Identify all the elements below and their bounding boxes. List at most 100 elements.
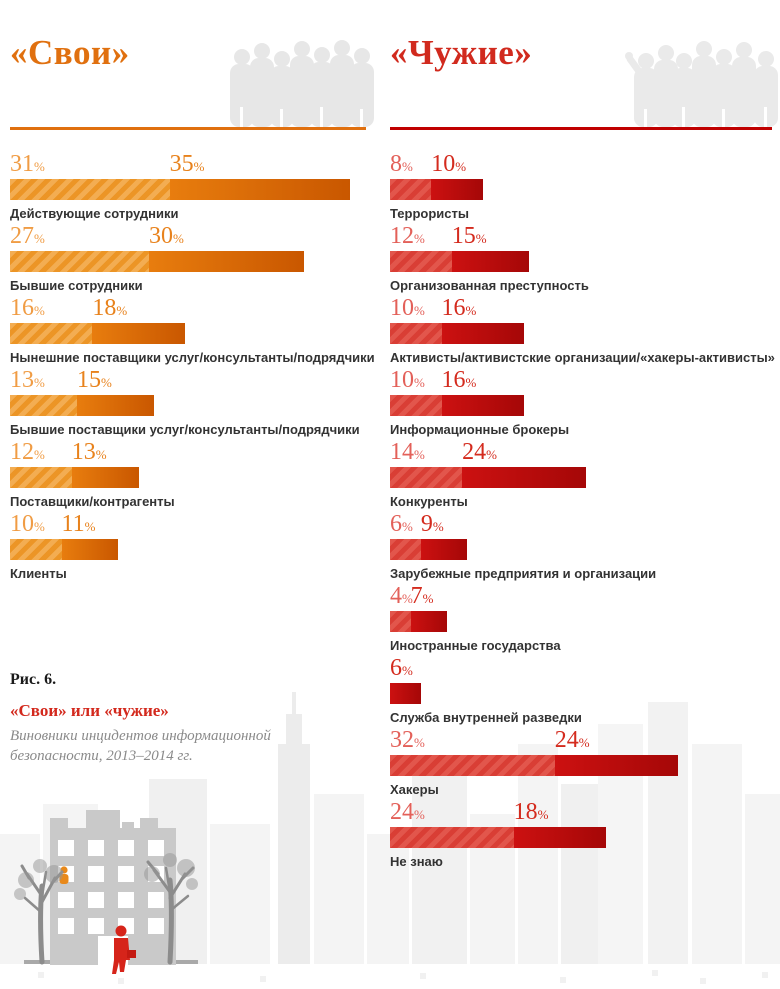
stacked-bar bbox=[390, 179, 772, 200]
bar-row: 6% Служба внутренней разведки bbox=[390, 655, 772, 727]
bar-segment-2013 bbox=[390, 611, 411, 632]
category-label: Нынешние поставщики услуг/консультанты/п… bbox=[10, 350, 375, 365]
percent-sign: % bbox=[34, 519, 45, 534]
bar-row: 16% 18% Нынешние поставщики услуг/консульт… bbox=[10, 295, 375, 367]
category-label: Поставщики/контрагенты bbox=[10, 494, 175, 509]
category-label: Бывшие поставщики услуг/консультанты/под… bbox=[10, 422, 360, 437]
value-label-2014: 9% bbox=[420, 511, 444, 537]
value-label-2013: 27% bbox=[10, 223, 45, 249]
percent-sign: % bbox=[193, 159, 205, 174]
bar-segment-2013 bbox=[10, 179, 170, 200]
stacked-bar bbox=[390, 467, 772, 488]
bar-segment-2013 bbox=[390, 539, 421, 560]
value-labels: 6% 9% bbox=[390, 511, 772, 537]
stacked-bar bbox=[10, 395, 366, 416]
chart-rule bbox=[10, 127, 366, 130]
percent-sign: % bbox=[34, 447, 45, 462]
percent-sign: % bbox=[465, 375, 477, 390]
value-labels: 14% 24% bbox=[390, 439, 772, 465]
bar-segment-2014 bbox=[169, 179, 350, 200]
value-label-2013: 13% bbox=[10, 367, 45, 393]
value-label-2014: 24% bbox=[462, 439, 497, 465]
bar-rows: 31% 35% Действующие сотрудники 27% 30% Бывшие… bbox=[10, 151, 375, 583]
value-label-2013: 8% bbox=[390, 151, 413, 177]
stacked-bar bbox=[10, 467, 366, 488]
value-label-2013: 12% bbox=[10, 439, 45, 465]
stacked-bar bbox=[10, 179, 366, 200]
percent-sign: % bbox=[34, 231, 45, 246]
stacked-bar bbox=[390, 251, 772, 272]
office-building bbox=[50, 810, 176, 965]
bar-segment-2014 bbox=[149, 251, 304, 272]
bar-row: 12% 13% Поставщики/контрагенты bbox=[10, 439, 366, 511]
value-labels: 24% 18% bbox=[390, 799, 772, 825]
percent-sign: % bbox=[402, 663, 413, 678]
bar-segment-2014 bbox=[441, 323, 524, 344]
category-label: Конкуренты bbox=[390, 494, 468, 509]
bar-row: 31% 35% Действующие сотрудники bbox=[10, 151, 366, 223]
percent-sign: % bbox=[402, 591, 413, 606]
percent-sign: % bbox=[414, 231, 425, 246]
bar-segment-2013 bbox=[10, 395, 77, 416]
value-label-2013: 10% bbox=[10, 511, 45, 537]
bar-row: 10% 16% Информационные брокеры bbox=[390, 367, 772, 439]
value-label-2013: 31% bbox=[10, 151, 45, 177]
figure-caption: Рис. 6. «Свои» или «чужие» Виновники инц… bbox=[10, 671, 350, 766]
bar-segment-2013 bbox=[10, 467, 72, 488]
value-labels: 13% 15% bbox=[10, 367, 366, 393]
category-label: Организованная преступность bbox=[390, 278, 589, 293]
percent-sign: % bbox=[414, 807, 425, 822]
bar-row: 24% 18% Не знаю bbox=[390, 799, 772, 871]
percent-sign: % bbox=[465, 303, 477, 318]
percent-sign: % bbox=[414, 303, 425, 318]
bar-row: 14% 24% Конкуренты bbox=[390, 439, 772, 511]
outsiders-chart-column: «Чужие» 8% 10% Террористы 12% 15% Организован… bbox=[390, 0, 778, 871]
bar-row: 13% 15% Бывшие поставщики услуг/консультан… bbox=[10, 367, 366, 439]
stacked-bar bbox=[390, 683, 772, 704]
crowd-silhouette-icon bbox=[230, 40, 374, 127]
stacked-bar bbox=[390, 611, 772, 632]
bar-segment-2013 bbox=[390, 395, 442, 416]
stacked-bar bbox=[10, 539, 366, 560]
bar-segment-2014 bbox=[462, 467, 586, 488]
chart-header: «Чужие» bbox=[390, 33, 778, 151]
value-label-2013: 6% bbox=[390, 511, 413, 537]
bar-segment-2014 bbox=[441, 395, 524, 416]
percent-sign: % bbox=[414, 375, 425, 390]
bar-segment-2014 bbox=[431, 179, 483, 200]
percent-sign: % bbox=[95, 447, 107, 462]
stacked-bar bbox=[390, 755, 772, 776]
bar-segment-2013 bbox=[390, 179, 432, 200]
value-label-2014: 18% bbox=[513, 799, 549, 825]
bar-segment-2014 bbox=[451, 251, 530, 272]
value-label-2013: 10% bbox=[390, 367, 425, 393]
percent-sign: % bbox=[402, 519, 413, 534]
bar-segment-2013 bbox=[390, 323, 442, 344]
category-label: Иностранные государства bbox=[390, 638, 561, 653]
stacked-bar bbox=[390, 323, 772, 344]
insiders-chart-column: «Свои» 31% 35% Действующие сотрудники 27% 30… bbox=[10, 0, 375, 766]
value-label-2014: 15% bbox=[76, 367, 112, 393]
figure-subtitle: Виновники инцидентов информационной безо… bbox=[10, 728, 271, 764]
bar-segment-2013 bbox=[390, 827, 514, 848]
bar-segment-2013 bbox=[10, 251, 150, 272]
chart-header: «Свои» bbox=[10, 33, 374, 151]
bar-segment-2014 bbox=[420, 539, 468, 560]
city-skyline-illustration bbox=[0, 692, 780, 984]
value-label-2013: 4% bbox=[390, 583, 413, 609]
value-label-2014: 24% bbox=[554, 727, 590, 753]
percent-sign: % bbox=[116, 303, 128, 318]
bar-segment-2013 bbox=[10, 539, 62, 560]
stacked-bar bbox=[10, 251, 366, 272]
value-labels: 10% 11% bbox=[10, 511, 366, 537]
bar-segment-2014 bbox=[410, 611, 447, 632]
value-labels: 12% 13% bbox=[10, 439, 366, 465]
chart-rule bbox=[390, 127, 772, 130]
bar-row: 4% 7% Иностранные государства bbox=[390, 583, 772, 655]
percent-sign: % bbox=[34, 303, 45, 318]
category-label: Активисты/активистские организации/«хаке… bbox=[390, 350, 775, 365]
value-label-2014: 16% bbox=[441, 367, 477, 393]
stacked-bar bbox=[390, 395, 772, 416]
bar-segment-2013 bbox=[10, 323, 93, 344]
percent-sign: % bbox=[414, 735, 425, 750]
